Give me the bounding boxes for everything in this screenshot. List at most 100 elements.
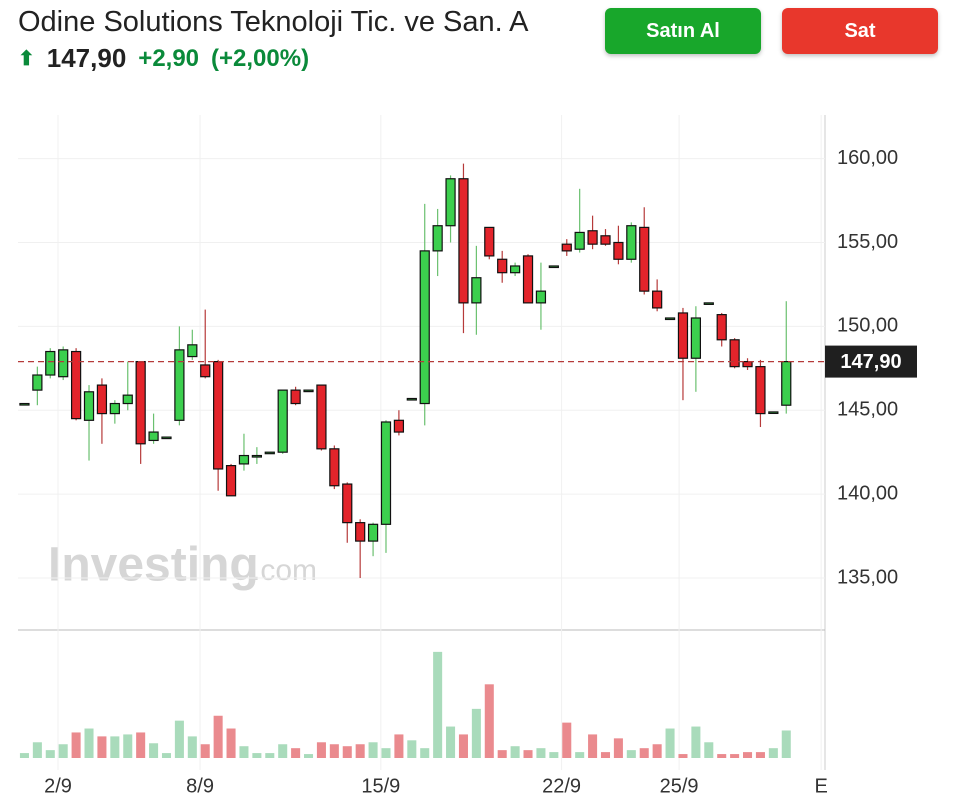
- candle-body: [251, 454, 262, 458]
- candle-body: [19, 402, 30, 406]
- volume-bar: [58, 744, 68, 758]
- candle-body: [716, 314, 727, 341]
- volume-bar: [639, 748, 649, 758]
- candle-body: [509, 265, 521, 274]
- volume-bar: [588, 734, 598, 758]
- candle-body: [432, 225, 443, 252]
- candle-body: [445, 178, 456, 227]
- candle-body: [548, 265, 559, 269]
- volume-bar: [497, 750, 507, 758]
- volume-bar: [717, 754, 727, 758]
- volume-bar: [433, 651, 443, 758]
- volume-bar: [200, 744, 210, 758]
- volume-bar: [187, 736, 197, 758]
- volume-bar: [510, 746, 520, 758]
- up-arrow: ⬆: [18, 48, 35, 70]
- y-tick-label: 155,00: [837, 231, 898, 253]
- candle-body: [380, 421, 392, 525]
- volume-bar: [394, 734, 404, 758]
- watermark: Investing: [48, 539, 259, 592]
- volume-bar: [613, 738, 623, 758]
- volume-bar: [484, 684, 494, 758]
- volume-bar: [562, 722, 572, 758]
- volume-bar: [368, 742, 378, 758]
- x-tick-label: 15/9: [361, 775, 400, 797]
- volume-bar: [123, 734, 133, 758]
- candle-body: [161, 436, 172, 440]
- candle-body: [690, 317, 701, 359]
- candle-body: [484, 226, 495, 257]
- quote: ⬆ 147,90 +2,90 (+2,00%): [18, 43, 603, 74]
- y-tick-label: 140,00: [837, 482, 898, 504]
- volume-bar: [174, 720, 184, 758]
- candle-body: [393, 419, 405, 433]
- candle-body: [768, 411, 779, 415]
- candle-body: [213, 360, 224, 470]
- volume-bar: [600, 752, 611, 758]
- candle-body: [200, 364, 211, 378]
- volume-bar: [278, 744, 288, 758]
- volume-bar: [407, 740, 417, 758]
- volume-bar: [381, 748, 391, 758]
- candle-body: [574, 231, 585, 250]
- buy-button[interactable]: Satın Al: [605, 8, 761, 54]
- volume-bar: [329, 744, 339, 758]
- volume-bar: [730, 754, 740, 758]
- y-tick-label: 145,00: [837, 399, 898, 421]
- candle-body: [703, 302, 714, 305]
- x-tick-label: 22/9: [542, 775, 581, 797]
- y-tick-label: 135,00: [837, 566, 898, 588]
- candle-body: [626, 225, 637, 260]
- candle-body: [406, 397, 417, 401]
- candle-body: [96, 384, 108, 415]
- volume-bar: [355, 744, 365, 758]
- candle-body: [522, 255, 534, 304]
- header: Odine Solutions Teknoloji Tic. ve San. A…: [18, 6, 603, 74]
- candle-body: [587, 230, 598, 245]
- volume-bar: [755, 752, 765, 758]
- volume-bar: [536, 748, 546, 758]
- candle-body: [303, 389, 314, 393]
- candle-body: [135, 360, 146, 445]
- candle-body: [45, 350, 56, 376]
- candle-body: [342, 483, 353, 524]
- candle-body: [367, 523, 379, 542]
- candle-body: [781, 360, 792, 406]
- volume-bar: [45, 750, 55, 758]
- candle-body: [83, 391, 95, 421]
- x-tick-label: 2/9: [44, 775, 72, 797]
- volume-bar: [768, 748, 778, 758]
- candle-body: [329, 448, 340, 487]
- sell-button[interactable]: Sat: [782, 8, 938, 54]
- volume-bar: [213, 715, 223, 758]
- candle-body: [355, 522, 366, 542]
- candle-body: [264, 451, 275, 455]
- volume-bar: [549, 752, 559, 758]
- price: 147,90: [46, 43, 127, 73]
- change-pct: (+2,00%): [211, 44, 310, 72]
- candle-body: [561, 243, 572, 252]
- candle-body: [290, 389, 301, 405]
- volume-bar: [626, 750, 636, 758]
- candle-body: [58, 349, 69, 378]
- volume-bar: [420, 748, 430, 758]
- candle-body: [742, 360, 753, 368]
- candle-body: [225, 465, 237, 497]
- x-tick-label: 8/9: [186, 775, 214, 797]
- candle-body: [729, 339, 740, 368]
- x-tick-label: E: [814, 775, 827, 797]
- candle-body: [677, 312, 689, 359]
- candle-body: [70, 350, 82, 420]
- volume-bar: [665, 728, 675, 758]
- x-tick-label: 25/9: [660, 775, 699, 797]
- volume-bar: [252, 753, 262, 758]
- candle-body: [613, 241, 624, 260]
- candle-body: [600, 235, 611, 245]
- volume-bar: [781, 730, 791, 758]
- last-price-box: [825, 345, 917, 378]
- watermark-suffix: .com: [252, 554, 317, 587]
- candle-body: [535, 290, 547, 304]
- volume-bar: [136, 732, 146, 758]
- title: Odine Solutions Teknoloji Tic. ve San. A: [18, 6, 529, 38]
